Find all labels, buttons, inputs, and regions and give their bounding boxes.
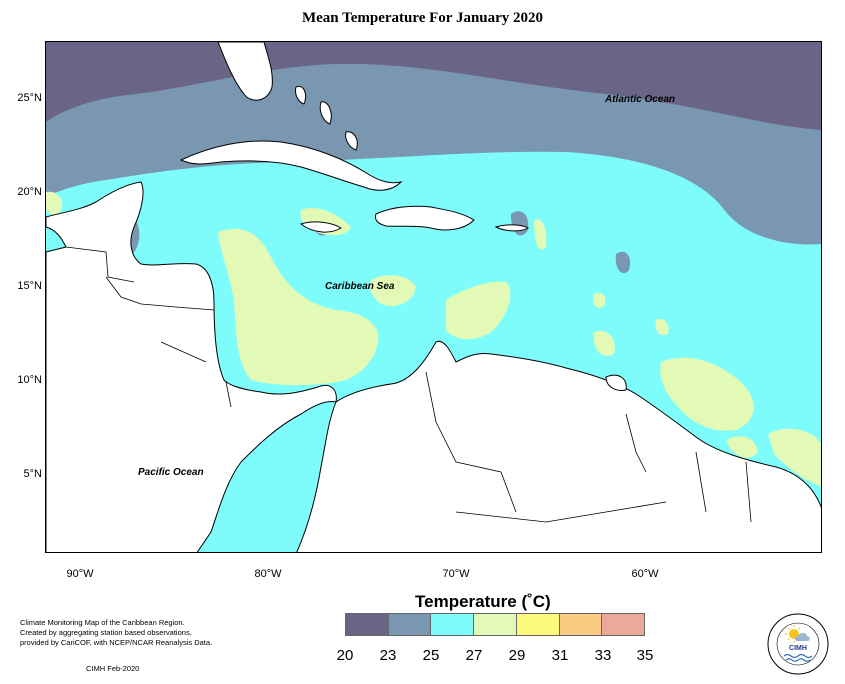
florida xyxy=(217,42,273,101)
lat-label-25n: 25°N xyxy=(17,92,42,104)
band-27-29-tobago xyxy=(655,318,669,336)
band-27-29-central xyxy=(369,275,416,307)
border-suriname-guiana xyxy=(745,461,752,523)
jamaica xyxy=(299,221,342,233)
atlantic-ocean-label: Atlantic Ocean xyxy=(605,94,676,105)
logo-text: CIMH xyxy=(789,645,807,652)
lon-label-70w: 70°W xyxy=(442,568,470,580)
border-colombia-brazil xyxy=(455,501,667,523)
lon-label-80w: 80°W xyxy=(254,568,282,580)
band-27-29-east xyxy=(768,428,821,487)
border-honduras-nicaragua xyxy=(140,303,215,311)
lon-label-90w: 90°W xyxy=(66,568,94,580)
legend-color-bar xyxy=(345,613,645,636)
band-27-29-atlantic-guiana xyxy=(660,357,754,431)
legend-tick: 27 xyxy=(465,647,483,664)
band-27-29-abc xyxy=(446,281,511,340)
legend-title: Temperature (˚C) xyxy=(415,592,551,611)
trinidad xyxy=(605,374,627,391)
note-date: CIMH Feb-2020 xyxy=(86,664,140,673)
lat-label-20n: 20°N xyxy=(17,186,42,198)
note-line: Climate Monitoring Map of the Caribbean … xyxy=(20,618,185,627)
legend-tick: 25 xyxy=(422,647,440,664)
lat-label-15n: 15°N xyxy=(17,280,42,292)
note-line: provided by CariCOF, with NCEP/NCAR Rean… xyxy=(20,638,213,647)
wave-icon xyxy=(785,658,811,662)
caribbean-sea-label: Caribbean Sea xyxy=(325,281,395,292)
legend-tick: 29 xyxy=(508,647,526,664)
legend-swatch-33-35 xyxy=(602,614,645,635)
map-canvas xyxy=(46,42,821,552)
legend-tick: 23 xyxy=(379,647,397,664)
legend-swatch-23-25 xyxy=(388,614,432,635)
legend-swatch-27-29 xyxy=(474,614,517,635)
country-borders xyxy=(65,246,752,523)
legend-swatch-25-27 xyxy=(431,614,475,635)
border-guatemala-honduras xyxy=(105,276,142,305)
temperature-map xyxy=(45,41,822,553)
legend-tick: 20 xyxy=(336,647,354,664)
border-colombia-venezuela xyxy=(425,371,517,513)
bahamas-c xyxy=(345,131,358,151)
border-nicaragua-costarica xyxy=(160,341,207,363)
band-27-29-antilles-b xyxy=(593,330,615,356)
band-27-29-guiana-inland xyxy=(726,436,758,458)
wave-icon xyxy=(783,653,813,659)
cimh-logo: CIMH xyxy=(767,613,829,675)
legend-tick: 35 xyxy=(636,647,654,664)
cuba xyxy=(179,140,403,191)
band-27-29-gulf-edge xyxy=(46,191,63,215)
legend-swatch-29-31 xyxy=(516,614,560,635)
border-guyana-suriname xyxy=(695,451,707,513)
land-layer xyxy=(46,42,821,552)
bahamas-b xyxy=(319,101,332,125)
note-line: Created by aggregating station based obs… xyxy=(20,628,192,637)
bahamas-a xyxy=(295,85,307,105)
legend-tick: 31 xyxy=(551,647,569,664)
puerto-rico xyxy=(494,224,530,232)
lon-label-60w: 60°W xyxy=(631,568,659,580)
border-venezuela-guyana xyxy=(625,413,647,473)
border-costarica-panama xyxy=(225,381,232,408)
hispaniola xyxy=(375,205,475,231)
map-title: Mean Temperature For January 2020 xyxy=(301,10,544,26)
legend-swatch-20-23 xyxy=(346,614,389,635)
central-america-mexico xyxy=(46,181,337,552)
south-america xyxy=(296,340,821,552)
band-23-25-lesser-antilles xyxy=(615,251,631,274)
band-27-29-western-caribbean xyxy=(218,228,379,386)
band-27-29-antilles-a xyxy=(593,292,606,308)
legend-swatch-31-33 xyxy=(559,614,603,635)
band-27-29-leeward xyxy=(534,219,547,250)
lat-label-5n: 5°N xyxy=(23,468,42,480)
cloud-icon xyxy=(795,633,810,641)
border-mexico-guatemala xyxy=(65,246,135,283)
pacific-ocean-label: Pacific Ocean xyxy=(138,467,204,478)
legend-tick: 33 xyxy=(594,647,612,664)
map-notes: Climate Monitoring Map of the Caribbean … xyxy=(20,618,250,648)
lat-label-10n: 10°N xyxy=(17,374,42,386)
